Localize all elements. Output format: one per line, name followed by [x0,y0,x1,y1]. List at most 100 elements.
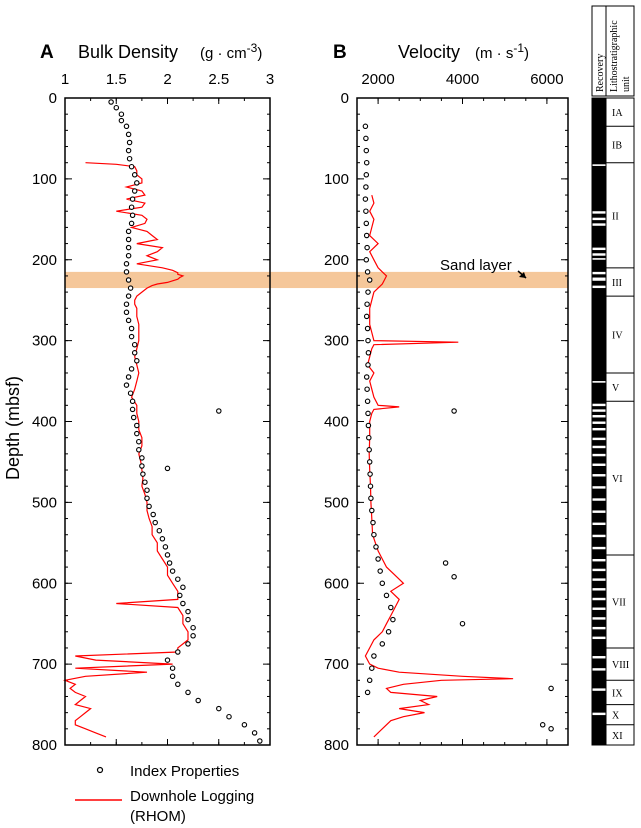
index-point [363,147,370,154]
recovery-gap [592,597,606,601]
recovery-gap [592,617,606,620]
index-point [366,677,373,684]
recovery-gap [592,546,606,550]
index-point [128,325,135,332]
index-point [379,580,386,587]
index-point [363,172,370,178]
index-point [390,616,396,623]
unit-label: IA [612,108,623,119]
logging-series-line [364,194,514,738]
index-point [113,104,120,111]
recovery-gap [592,223,606,226]
index-point [368,495,374,502]
y-tick-label: 300 [324,333,349,350]
index-point [363,232,370,239]
panel-b-marks [362,123,554,738]
index-point [144,487,150,493]
litho-header-2: unit [621,76,632,92]
index-point [364,398,371,405]
recovery-gap [592,381,606,383]
unit-label: X [612,711,620,722]
index-point [127,285,134,291]
panel-b-units: (m · s-1) [475,41,529,62]
legend-index-marker [96,766,104,774]
x-tick-label: 1 [61,71,69,88]
recovery-gap [592,285,606,289]
index-point [363,220,370,227]
index-point [362,123,369,130]
index-point [375,556,381,562]
unit-label: XI [612,731,623,742]
recovery-gap [592,258,606,260]
recovery-gap [592,712,606,716]
index-point [365,337,371,344]
index-point [162,544,169,550]
recovery-gap [592,498,606,501]
panel-b-label: B [333,42,347,63]
x-tick-label: 4000 [446,71,479,88]
index-point [159,536,166,542]
recovery-gap [592,626,606,630]
index-point [365,422,372,429]
sand-layer-arrowhead [519,272,526,278]
panel-b-frame [356,97,569,746]
x-tick-label: 2.5 [208,71,229,88]
recovery-header: Recovery [595,54,606,92]
recovery-gap [592,277,606,281]
sand-layer-label: Sand layer [440,257,512,274]
legend-logging-label-2: (RHOM) [130,808,186,825]
index-point [123,382,130,388]
index-point [126,139,133,146]
panel-a-marks [62,99,263,744]
index-point [129,398,136,405]
index-point [371,531,377,538]
index-point [123,301,130,307]
index-point [257,738,263,744]
index-point [127,390,134,396]
panel-b-x-ticks: 2000 4000 6000 [356,71,569,745]
x-tick-label: 3 [266,71,274,88]
index-point [128,163,135,170]
index-point [365,350,372,356]
recovery-gap [592,668,606,671]
recovery-gap [592,217,606,221]
index-point [363,135,369,142]
index-point [364,269,371,275]
index-point [377,568,383,574]
index-point [169,673,176,680]
index-point [367,483,374,489]
index-point [185,641,191,647]
index-point [146,503,152,510]
index-point [128,333,135,340]
index-point [388,604,394,611]
recovery-gap [592,474,606,477]
index-point [451,408,457,414]
recovery-gap [592,636,606,640]
strat-frame [591,97,635,746]
index-point [129,196,136,202]
recovery-gap [592,607,606,610]
index-point [125,236,132,243]
index-point [226,713,232,720]
index-point [175,681,181,688]
y-tick-label: 0 [49,90,57,107]
index-point [548,726,554,732]
recovery-gap [592,253,606,256]
index-point [185,608,191,615]
index-point [459,620,466,627]
unit-label: IX [612,688,623,699]
index-point [123,309,130,316]
index-point [131,172,138,178]
y-tick-label: 0 [341,90,349,107]
index-point [139,463,145,469]
recovery-gap [592,558,606,562]
index-point [131,341,138,348]
recovery-gap [592,578,606,581]
recovery-gap [592,688,606,691]
index-point [129,212,136,219]
index-point [164,657,171,663]
index-point [123,123,130,130]
y-tick-label: 300 [32,333,57,350]
index-point [370,519,376,526]
